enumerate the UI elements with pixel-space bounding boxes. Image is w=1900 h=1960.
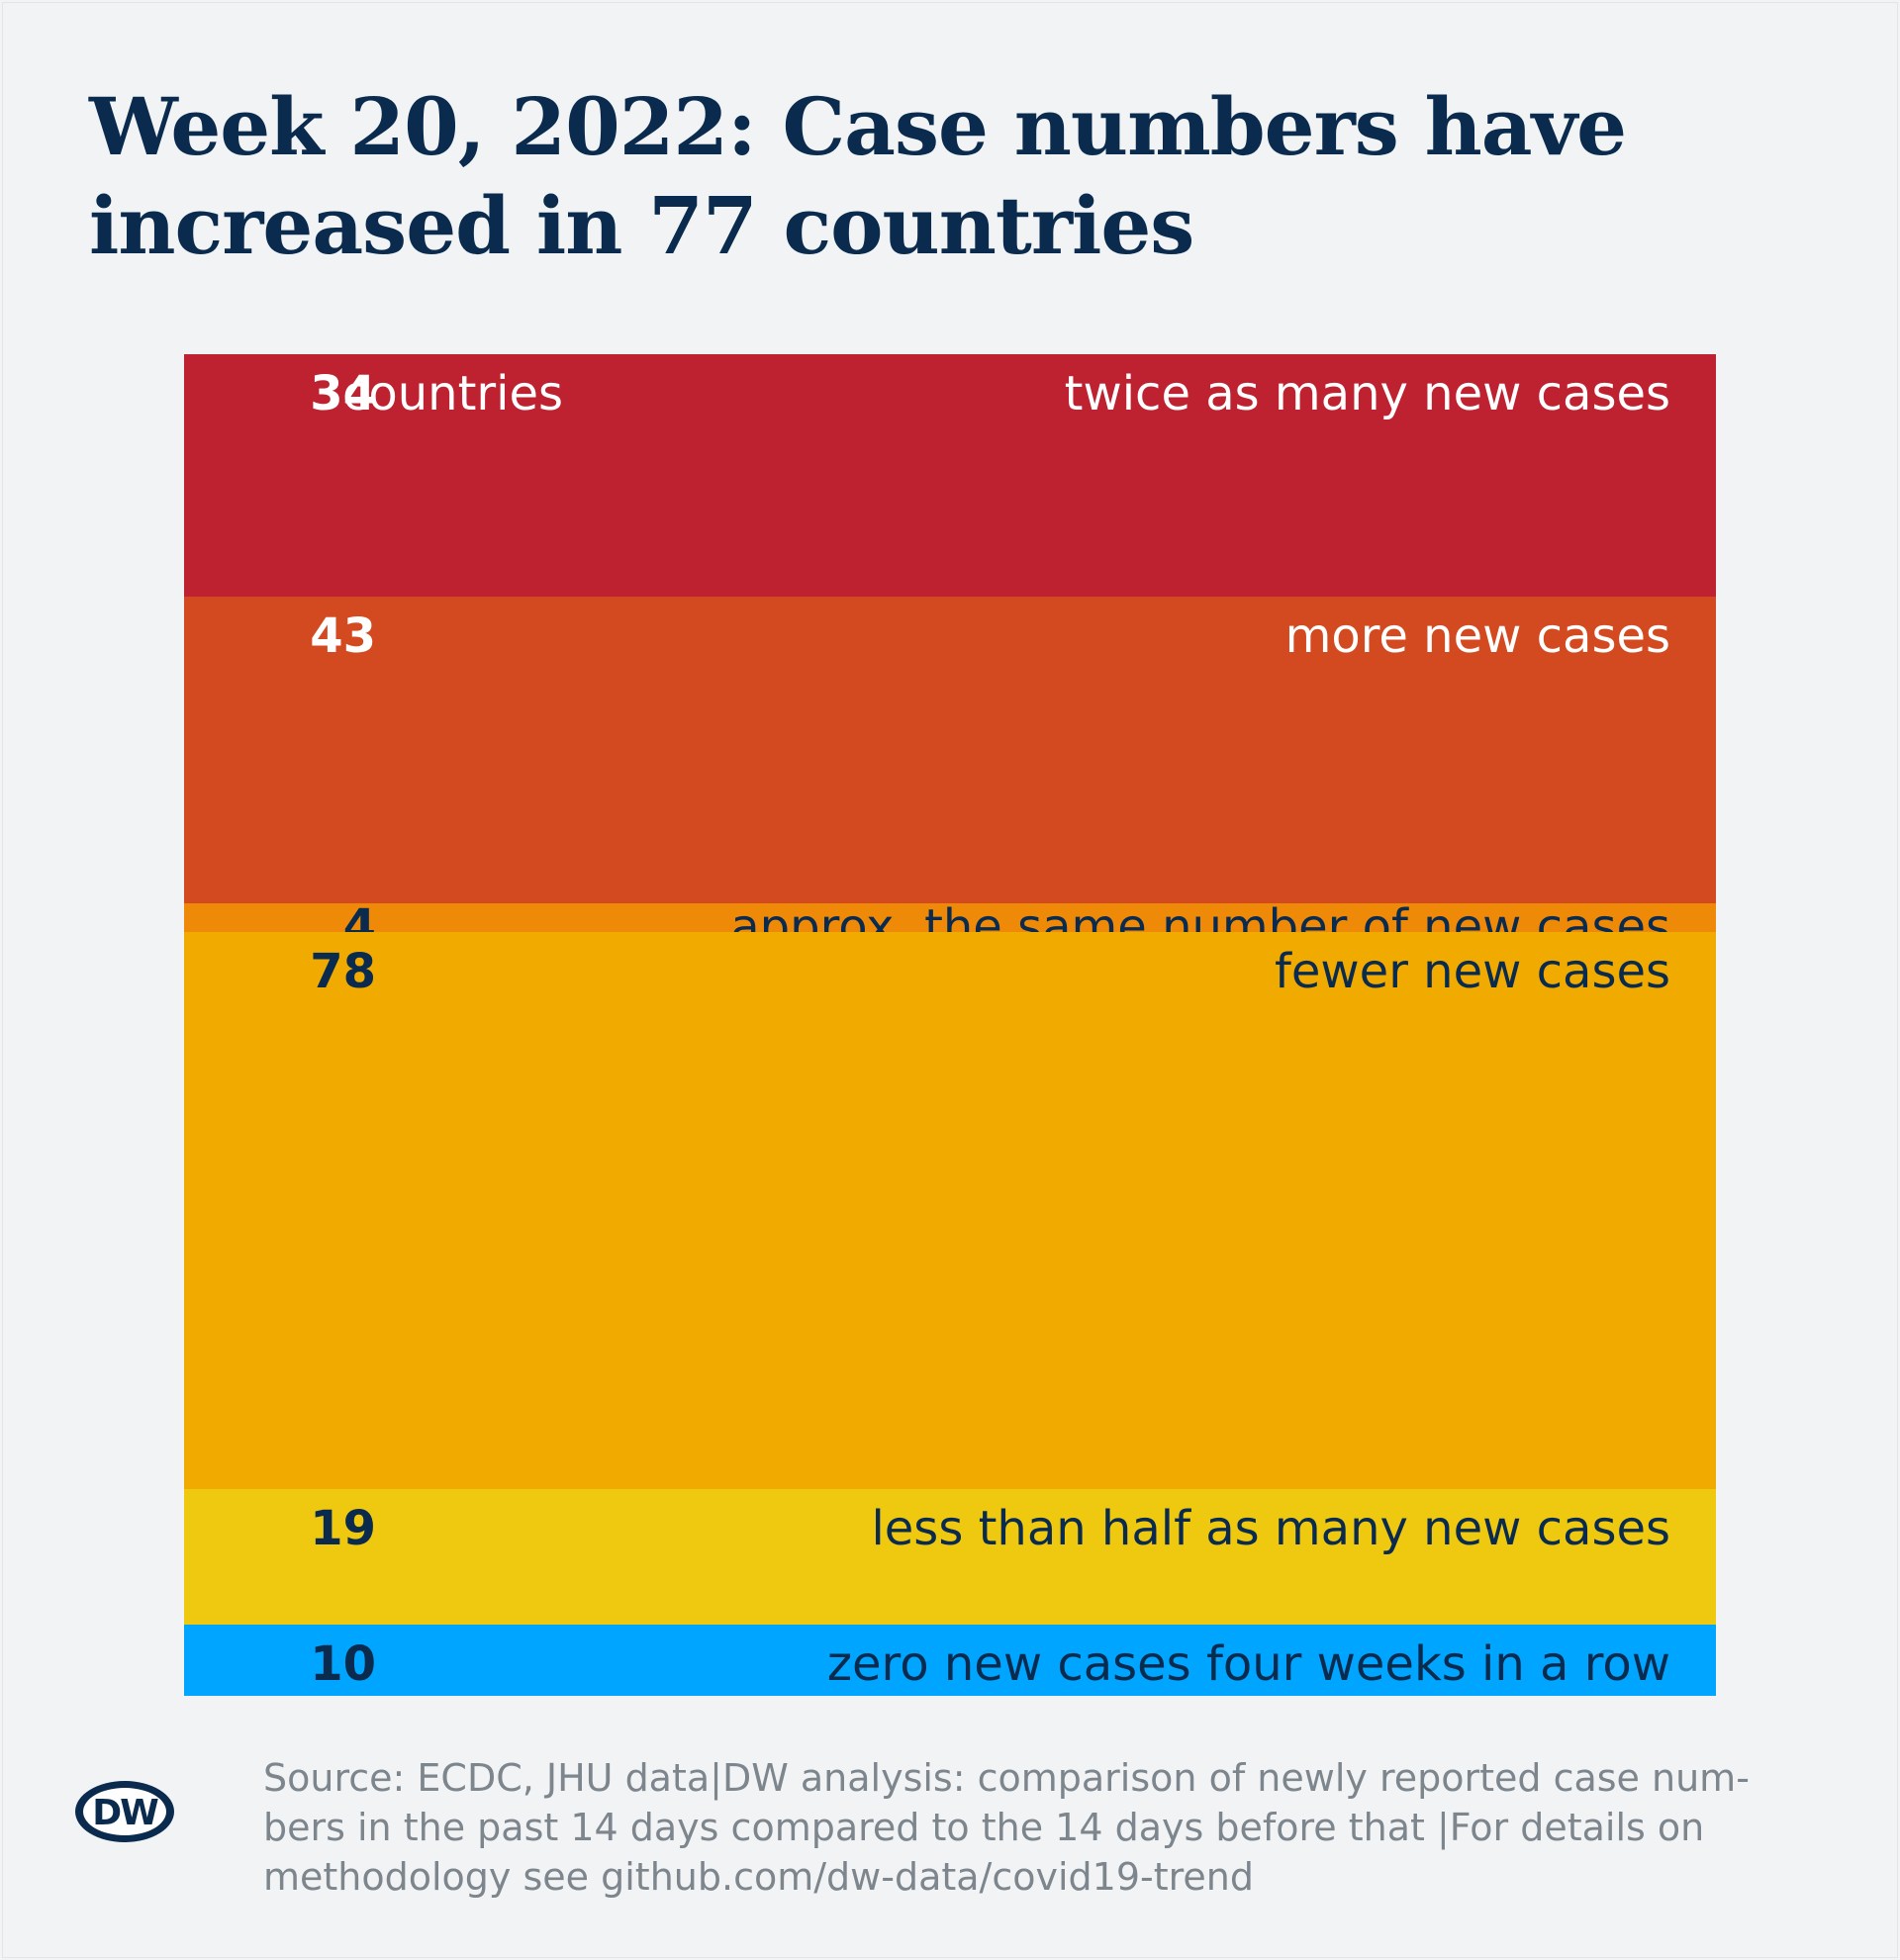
title-line-2: increased in 77 countries xyxy=(89,179,1194,272)
segment-count-label: 34 xyxy=(310,366,376,421)
segment-category-label: more new cases xyxy=(1284,608,1670,664)
dw-logo: DW xyxy=(75,1781,174,1842)
dw-logo-inner xyxy=(83,1788,166,1835)
title-line-1: Week 20, 2022: Case numbers have xyxy=(89,80,1627,173)
segment-count-label: 43 xyxy=(310,608,376,664)
segment-count-label: 78 xyxy=(310,944,376,999)
bar-segment xyxy=(184,1489,1716,1625)
segment-category-label: twice as many new cases xyxy=(1064,366,1670,421)
segment-count-label: 19 xyxy=(310,1501,376,1556)
segment-category-label: less than half as many new cases xyxy=(871,1501,1670,1556)
bar-segment xyxy=(184,903,1716,932)
bar-segment xyxy=(184,932,1716,1489)
bar-segment xyxy=(184,597,1716,903)
stacked-bar-chart: 34 countries twice as many new cases 43 more… xyxy=(184,354,1716,1696)
chart-title: Week 20, 2022: Case numbers have increas… xyxy=(89,77,1771,275)
source-line-3: methodology see github.com/dw-data/covid… xyxy=(263,1855,1254,1899)
segment-category-label: zero new cases four weeks in a row xyxy=(826,1636,1670,1692)
dw-logo-text: DW xyxy=(92,1793,158,1833)
segment-count-label: 10 xyxy=(310,1636,376,1692)
unit-label: countries xyxy=(342,366,564,421)
bar-segment xyxy=(184,354,1716,597)
segment-category-label: fewer new cases xyxy=(1274,944,1670,999)
source-line-2: bers in the past 14 days compared to the… xyxy=(263,1806,1705,1849)
source-note: Source: ECDC, JHU data|DW analysis: comp… xyxy=(263,1753,1847,1902)
source-line-1: Source: ECDC, JHU data|DW analysis: comp… xyxy=(263,1756,1750,1800)
bar-segment xyxy=(184,1625,1716,1696)
